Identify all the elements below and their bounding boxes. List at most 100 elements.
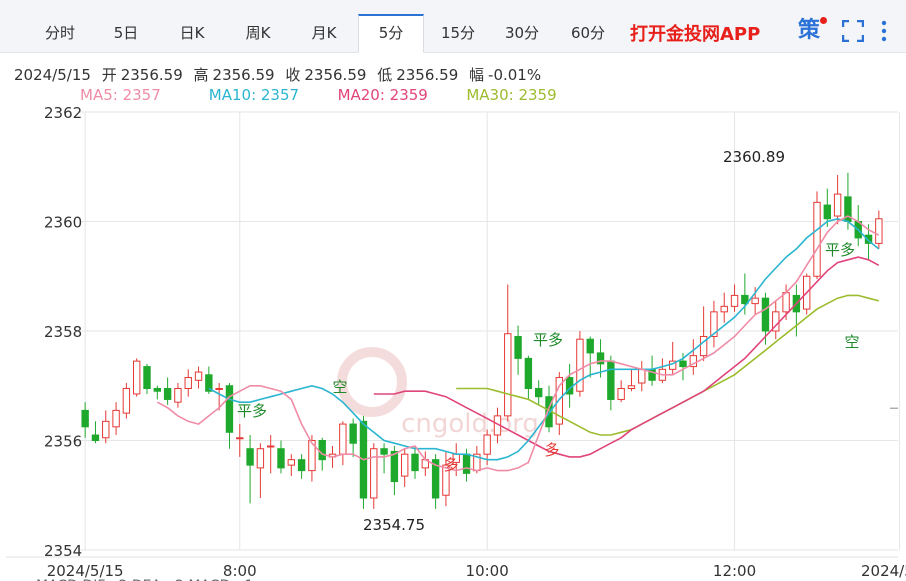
watermark: cngold.org — [401, 409, 539, 439]
tab-5min[interactable]: 5分 — [358, 14, 424, 53]
range-value: -0.01% — [488, 66, 542, 84]
tab-5day[interactable]: 5日 — [113, 24, 139, 42]
tab-60min[interactable]: 60分 — [570, 24, 606, 42]
candle-down — [761, 297, 770, 332]
ma30-legend: MA30: 2359 — [466, 86, 557, 104]
candle-up — [658, 368, 667, 381]
candle-up — [256, 448, 265, 469]
low-label: 低 — [377, 66, 393, 84]
candle-up — [194, 371, 203, 381]
y-tick-label: 2362 — [44, 104, 82, 122]
candle-up — [184, 377, 192, 389]
open-label: 开 — [101, 66, 117, 84]
extreme-price-label: 2354.75 — [363, 516, 425, 534]
candle-down — [565, 377, 574, 395]
candle-up — [421, 459, 430, 469]
open-app-link[interactable]: 打开金投网APP — [630, 24, 761, 45]
candle-down — [679, 360, 687, 368]
candle-down — [81, 409, 89, 428]
x-tick-label: 2024/5/15 — [47, 562, 124, 580]
candle-down — [246, 448, 254, 466]
candle-up — [627, 385, 636, 389]
strategy-button[interactable]: 策 — [798, 17, 828, 45]
trade-signal-label: 空 — [844, 333, 859, 351]
candle-up — [638, 368, 646, 384]
candle-up — [483, 434, 491, 455]
candle-down — [534, 387, 543, 398]
ma5-legend: MA5: 2357 — [80, 86, 161, 104]
fullscreen-icon[interactable] — [841, 17, 866, 45]
candle-down — [205, 374, 213, 392]
candle-up — [802, 275, 811, 310]
candle-up — [174, 387, 182, 403]
candle-down — [91, 434, 100, 441]
candle-up — [504, 333, 512, 417]
trade-signal-label: 多 — [544, 441, 559, 459]
candle-down — [648, 368, 656, 381]
candle-up — [833, 193, 842, 217]
candle-down — [359, 420, 368, 499]
more-options-icon[interactable] — [880, 17, 896, 45]
high-label: 高 — [193, 66, 209, 84]
tab-weekly-k[interactable]: 周K — [245, 24, 271, 42]
tab-monthly-k[interactable]: 月K — [311, 24, 337, 42]
candle-down — [431, 459, 440, 499]
candle-up — [132, 360, 141, 395]
y-tick-label: 2356 — [44, 433, 82, 451]
candle-up — [112, 409, 120, 428]
tab-daily-k[interactable]: 日K — [179, 24, 205, 42]
candle-up — [875, 218, 883, 244]
trade-signal-label: 空 — [332, 378, 347, 396]
watermark-logo — [337, 347, 407, 417]
y-tick-label: 2360 — [44, 214, 82, 232]
candle-up — [493, 415, 502, 436]
high-value: 2356.59 — [212, 66, 275, 84]
candle-down — [297, 459, 306, 472]
candle-down — [462, 453, 471, 474]
candle-down — [225, 385, 234, 433]
open-value: 2356.59 — [120, 66, 183, 84]
candle-down — [792, 294, 801, 313]
ma-legend: MA5: 2357 MA10: 2357 MA20: 2359 MA30: 23… — [80, 86, 590, 104]
x-tick-label: 8:00 — [223, 562, 257, 580]
candle-up — [699, 335, 708, 357]
close-label: 收 — [285, 66, 301, 84]
notification-dot-icon — [820, 17, 827, 24]
candle-up — [328, 453, 337, 458]
candle-down — [864, 234, 873, 244]
x-tick-label: 12:00 — [713, 562, 756, 580]
candle-up — [236, 437, 244, 440]
ma30-line — [456, 294, 880, 436]
candle-up — [689, 355, 698, 368]
candle-down — [349, 423, 357, 444]
candle-up — [266, 445, 275, 448]
tab-fenshi[interactable]: 分时 — [44, 24, 75, 42]
x-tick-label: 2024/5/15 — [861, 562, 906, 580]
tab-30min[interactable]: 30分 — [504, 24, 540, 42]
trade-signal-label: 多 — [443, 456, 458, 474]
candle-down — [823, 204, 832, 220]
candle-down — [741, 294, 749, 305]
trade-signal-label: 平多 — [533, 331, 563, 349]
candle-up — [710, 311, 718, 337]
tab-15min[interactable]: 15分 — [440, 24, 476, 42]
ma5-line — [156, 215, 880, 472]
candle-up — [287, 459, 296, 466]
candle-down — [514, 335, 522, 359]
candle-down — [844, 196, 852, 223]
candle-down — [545, 396, 553, 428]
range-label: 幅 — [469, 66, 485, 84]
y-tick-label: 2354 — [44, 542, 82, 560]
candle-down — [411, 453, 419, 472]
strategy-icon: 策 — [798, 18, 821, 43]
candle-down — [153, 387, 162, 392]
candle-up — [102, 420, 110, 439]
candle-down — [163, 387, 172, 400]
candle-up — [339, 423, 347, 455]
close-value: 2356.59 — [304, 66, 367, 84]
period-tab-bar: 分时 5日 日K 周K 月K 5分 15分 30分 60分 打开金投网APP 策 — [0, 0, 906, 53]
low-value: 2356.59 — [396, 66, 459, 84]
candle-up — [122, 387, 131, 414]
trade-signal-label: 平多 — [825, 241, 855, 259]
candle-down — [596, 352, 605, 365]
